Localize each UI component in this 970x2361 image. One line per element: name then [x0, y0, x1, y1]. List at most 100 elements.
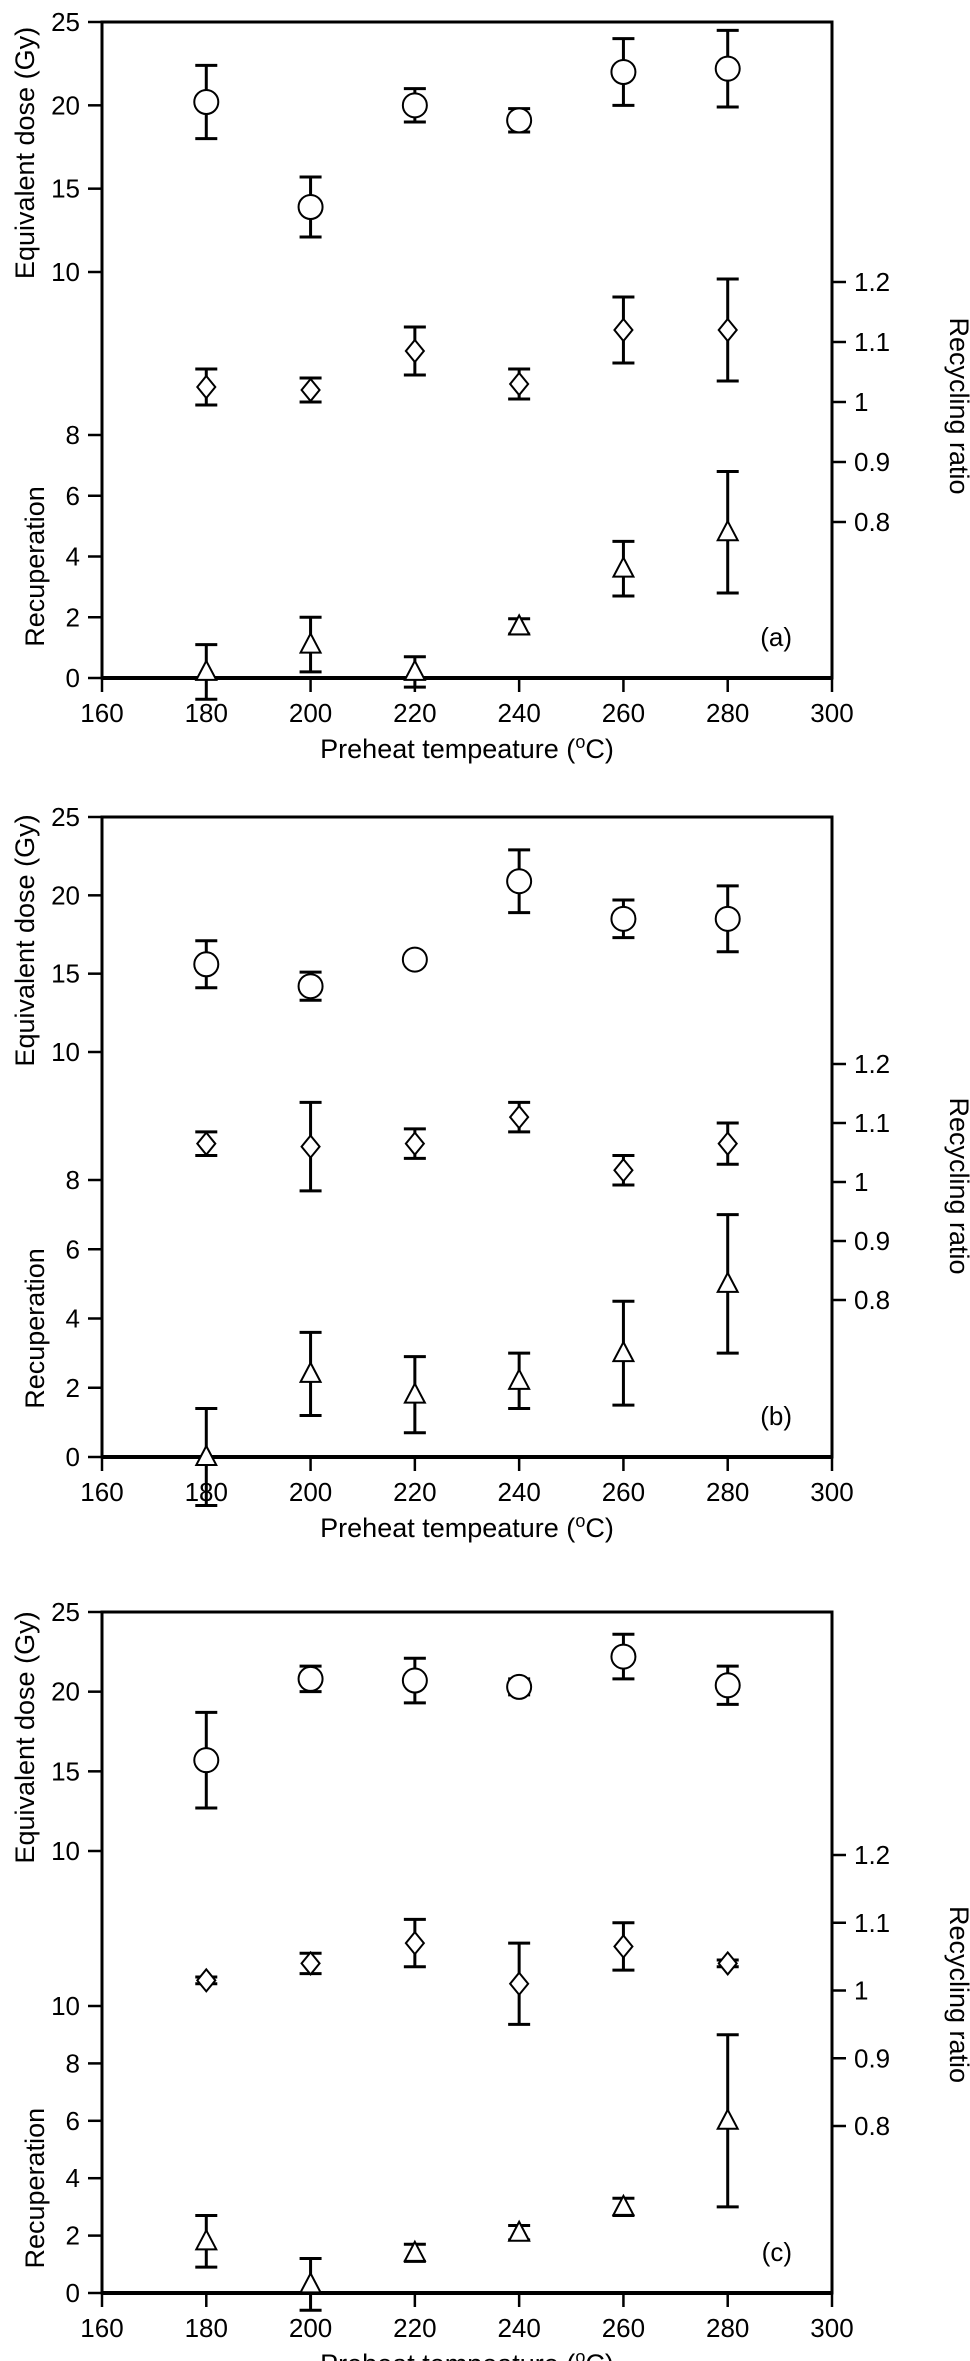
rr-point	[195, 374, 217, 400]
x-axis-label-superscript: o	[575, 1511, 585, 1531]
ed-tick-label: 20	[51, 90, 80, 120]
rr-tick-label: 1.1	[854, 327, 890, 357]
rr-point	[613, 1157, 634, 1183]
rec-point	[611, 1339, 636, 1363]
x-tick-label: 200	[289, 698, 332, 728]
rec-point	[716, 519, 740, 542]
ed-point	[506, 868, 533, 895]
x-axis-label-superscript: o	[575, 732, 585, 752]
rec-point	[507, 2219, 531, 2242]
rec-tick-label: 2	[66, 2221, 80, 2251]
x-axis-label-end: C)	[585, 734, 614, 764]
rr-point	[613, 1933, 634, 1960]
rec-point	[194, 1443, 218, 1466]
ed-point	[297, 1665, 324, 1692]
x-tick-label: 280	[706, 1477, 749, 1507]
x-tick-label: 260	[602, 1477, 645, 1507]
panel-label: (c)	[762, 2237, 792, 2267]
rec-tick-label: 8	[66, 2048, 80, 2078]
ed-tick-label: 20	[51, 1677, 80, 1707]
rec-point	[611, 555, 636, 578]
rr-tick-label: 0.9	[854, 1226, 890, 1256]
rec-point	[507, 613, 531, 636]
rr-tick-label: 1	[854, 1167, 868, 1197]
x-tick-label: 280	[706, 698, 749, 728]
rec-point	[716, 1270, 740, 1293]
rec-tick-label: 2	[66, 602, 80, 632]
rr-tick-label: 1	[854, 387, 868, 417]
ed-tick-label: 25	[51, 7, 80, 37]
rr-tick-label: 1.2	[854, 1840, 890, 1870]
rr-point	[300, 1134, 321, 1160]
rec-point	[298, 631, 323, 654]
rr-tick-label: 1.1	[854, 1108, 890, 1138]
rr-tick-label: 0.9	[854, 447, 890, 477]
rec-point	[716, 2107, 740, 2130]
rec-axis-label: Recuperation	[20, 1248, 50, 1409]
rr-point	[195, 1131, 217, 1157]
rr-point	[508, 1971, 530, 1997]
ed-point	[401, 92, 428, 119]
rr-tick-label: 0.8	[854, 2111, 890, 2141]
x-axis-label-end: C)	[585, 1513, 614, 1543]
rec-point	[298, 1360, 323, 1383]
x-tick-label: 160	[80, 698, 123, 728]
rec-point	[403, 1381, 427, 1404]
ed-tick-label: 25	[51, 802, 80, 832]
ed-axis-label: Equivalent dose (Gy)	[10, 27, 40, 279]
rec-tick-label: 6	[66, 1234, 80, 1264]
rr-tick-label: 1.2	[854, 1049, 890, 1079]
rec-tick-label: 4	[66, 1304, 80, 1334]
rec-tick-label: 0	[66, 1442, 80, 1472]
rec-tick-label: 2	[66, 1373, 80, 1403]
ed-point	[610, 59, 637, 85]
x-tick-label: 260	[602, 698, 645, 728]
rec-axis-label: Recuperation	[20, 486, 50, 647]
rec-point	[298, 2271, 323, 2294]
rec-tick-label: 4	[66, 542, 80, 572]
ed-tick-label: 15	[51, 959, 80, 989]
ed-point	[714, 1672, 741, 1699]
x-axis-label-end: C)	[585, 2349, 614, 2361]
x-tick-label: 160	[80, 1477, 123, 1507]
x-axis-label: Preheat tempeature (oC)	[320, 1511, 614, 1543]
rr-axis-label: Recycling ratio	[944, 317, 970, 494]
x-axis-label: Preheat tempeature (oC)	[320, 2347, 614, 2361]
rec-point	[403, 658, 427, 681]
rr-point	[508, 1104, 530, 1130]
ed-tick-label: 15	[51, 174, 80, 204]
ed-point	[714, 55, 741, 82]
rr-point	[404, 1131, 426, 1157]
x-tick-label: 240	[497, 1477, 540, 1507]
rec-tick-label: 0	[66, 2278, 80, 2308]
rec-tick-label: 10	[51, 1991, 80, 2021]
ed-point	[401, 1667, 428, 1694]
panel-label: (b)	[760, 1401, 792, 1431]
plot-frame	[100, 1610, 834, 2295]
rr-point	[508, 371, 530, 397]
x-tick-label: 220	[393, 698, 436, 728]
rr-point	[404, 338, 426, 364]
x-tick-label: 180	[185, 698, 228, 728]
ed-point	[193, 1747, 220, 1774]
rec-tick-label: 6	[66, 2106, 80, 2136]
x-tick-label: 200	[289, 1477, 332, 1507]
rec-point	[403, 2239, 427, 2262]
x-tick-label: 240	[497, 2313, 540, 2343]
x-tick-label: 300	[810, 2313, 853, 2343]
ed-point	[401, 946, 428, 973]
x-tick-label: 160	[80, 2313, 123, 2343]
x-tick-label: 300	[810, 698, 853, 728]
rr-point	[717, 317, 739, 343]
ed-point	[297, 973, 324, 1000]
plot-frame	[100, 20, 834, 680]
rr-tick-label: 0.8	[854, 507, 890, 537]
rec-tick-label: 8	[66, 420, 80, 450]
x-axis-label-main: Preheat tempeature (	[320, 734, 575, 764]
ed-point	[610, 905, 637, 932]
rec-point	[194, 2228, 218, 2251]
ed-tick-label: 10	[51, 1836, 80, 1866]
